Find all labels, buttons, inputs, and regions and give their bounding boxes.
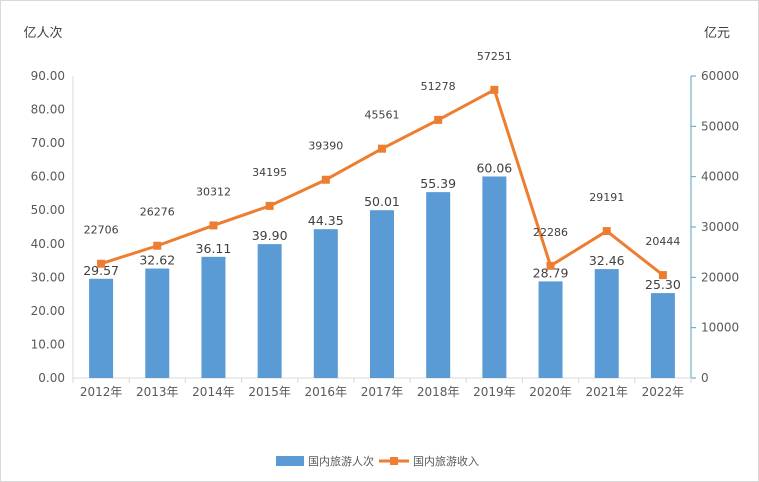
right-tick-label: 0: [701, 371, 709, 385]
line-marker: [434, 115, 443, 124]
line-data-label: 30312: [196, 185, 231, 198]
bar-data-label: 32.62: [139, 253, 175, 268]
left-tick-label: 80.00: [31, 103, 65, 117]
bar: [201, 256, 226, 378]
left-tick-label: 70.00: [31, 136, 65, 150]
left-axis-unit: 亿人次: [23, 25, 62, 41]
bar-data-label: 50.01: [364, 194, 400, 209]
line-marker: [209, 221, 218, 230]
bar: [145, 268, 170, 378]
bar-data-label: 28.79: [533, 265, 569, 280]
bar-data-label: 60.06: [476, 160, 512, 175]
left-tick-label: 40.00: [31, 237, 65, 251]
line-data-label: 20444: [645, 235, 680, 248]
line-marker: [321, 175, 330, 184]
right-tick-label: 10000: [701, 321, 739, 335]
line-data-label: 22706: [84, 224, 119, 237]
x-tick-label: 2016年: [305, 385, 348, 399]
x-tick-label: 2015年: [248, 385, 291, 399]
right-tick-label: 30000: [701, 220, 739, 234]
line-marker: [490, 85, 499, 94]
line-data-label: 22286: [533, 226, 568, 239]
left-tick-label: 0.00: [38, 371, 65, 385]
bar: [426, 192, 451, 378]
x-tick-label: 2022年: [642, 385, 685, 399]
left-tick-label: 10.00: [31, 337, 65, 351]
bar: [650, 293, 675, 378]
right-tick-label: 50000: [701, 119, 739, 133]
left-tick-label: 60.00: [31, 170, 65, 184]
line-data-label: 26276: [140, 206, 175, 219]
x-tick-label: 2021年: [585, 385, 628, 399]
x-tick-label: 2012年: [80, 385, 123, 399]
bar-data-label: 55.39: [420, 176, 456, 191]
bar: [89, 278, 114, 378]
line-marker: [602, 227, 611, 236]
right-axis-unit: 亿元: [704, 26, 730, 41]
line-series: 22706 26276 30312 34195 39390 45561 51278 57251…: [84, 50, 680, 280]
x-tick-label: 2013年: [136, 385, 179, 399]
bar: [594, 269, 619, 378]
bar-data-label: 39.90: [252, 228, 288, 243]
line-data-label: 29191: [589, 191, 624, 204]
line-data-label: 57251: [477, 50, 512, 63]
bar-data-label: 25.30: [645, 277, 681, 292]
line-marker: [658, 271, 667, 280]
right-tick-label: 60000: [701, 69, 739, 83]
axes: 0.00 10.00 20.00 30.00 40.00 50.00 60.00 70.00 8…: [31, 69, 740, 399]
legend-bar-swatch: [276, 456, 304, 466]
x-tick-label: 2014年: [192, 385, 235, 399]
x-tick-label: 2018年: [417, 385, 460, 399]
right-tick-label: 20000: [701, 270, 739, 284]
bar-data-label: 32.46: [589, 253, 625, 268]
bar-data-label: 36.11: [196, 241, 232, 256]
line-data-label: 39390: [308, 140, 343, 153]
line-marker: [153, 241, 162, 250]
left-tick-label: 50.00: [31, 203, 65, 217]
bar: [313, 229, 338, 378]
legend-line-label: 国内旅游收入: [413, 454, 479, 468]
line-marker: [265, 201, 274, 210]
left-tick-label: 30.00: [31, 270, 65, 284]
bar-data-label: 44.35: [308, 213, 344, 228]
bar: [257, 244, 282, 378]
line-data-label: 34195: [252, 166, 287, 179]
line-marker: [546, 261, 555, 270]
x-tick-label: 2017年: [361, 385, 404, 399]
legend-bar-label: 国内旅游人次: [308, 454, 374, 468]
right-tick-label: 40000: [701, 170, 739, 184]
bar: [538, 281, 563, 378]
line-data-label: 45561: [365, 109, 400, 122]
bar-data-label: 29.57: [83, 263, 119, 278]
line-marker: [97, 259, 106, 268]
x-tick-label: 2020年: [529, 385, 572, 399]
bar: [482, 176, 507, 378]
legend: 国内旅游人次 国内旅游收入: [276, 454, 479, 468]
line-marker: [378, 144, 386, 153]
legend-line-marker: [390, 457, 398, 465]
line-data-label: 51278: [421, 80, 456, 93]
x-tick-label: 2019年: [473, 385, 516, 399]
left-tick-label: 20.00: [31, 304, 65, 318]
bar-series: 29.57 32.62 36.11 39.90 44.35 50.01 55.39 60.06…: [83, 160, 681, 378]
left-tick-label: 90.00: [31, 69, 65, 83]
bar: [370, 210, 394, 378]
